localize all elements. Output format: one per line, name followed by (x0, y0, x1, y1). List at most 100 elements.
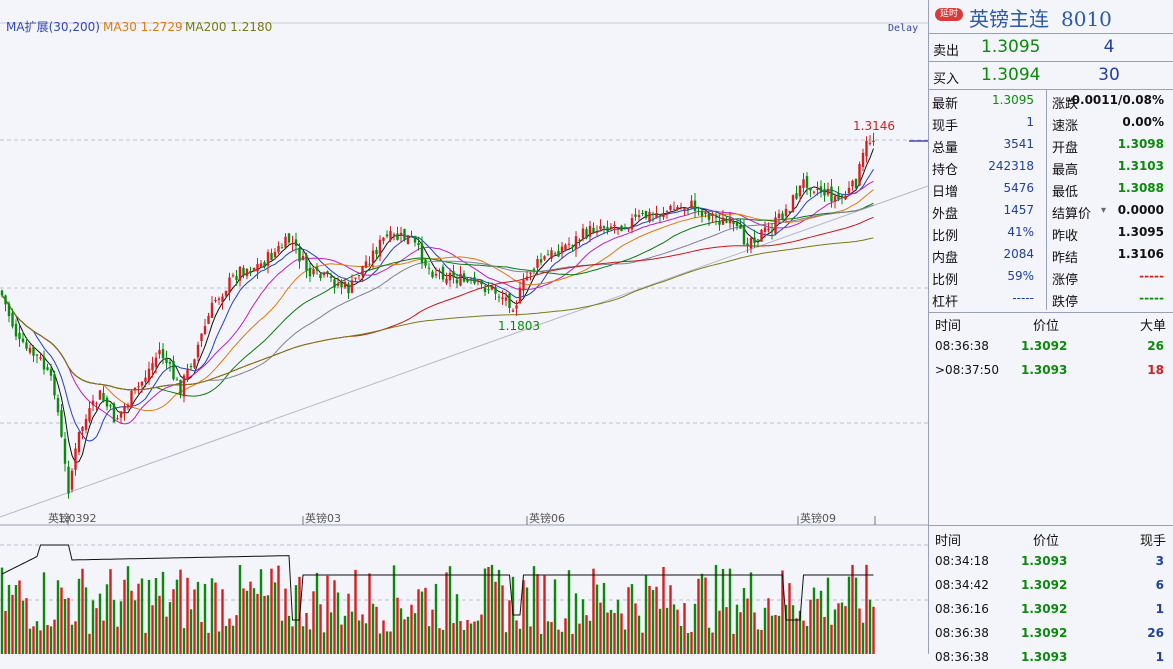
tick-time: 08:36:38 (935, 626, 989, 640)
candle-body (840, 195, 844, 198)
candle-body (298, 247, 301, 262)
volume-bar (721, 568, 725, 654)
tick-time: 08:36:38 (935, 650, 989, 664)
volume-bar (718, 610, 721, 654)
candle-body (774, 217, 777, 234)
volume-bar (760, 629, 763, 654)
chevron-down-icon[interactable]: ▾ (1101, 205, 1107, 216)
candle-body (91, 400, 95, 406)
volume-bar (77, 578, 81, 654)
ma60-line (1, 204, 874, 391)
header-time: 时间 (935, 319, 962, 334)
candle-body (46, 367, 49, 370)
stat-label: 速涨 (1052, 119, 1079, 134)
candle-body (662, 214, 665, 218)
candle-body (592, 227, 595, 233)
tick-volume: 1 (1155, 650, 1164, 664)
volume-bar (725, 607, 728, 654)
stat-value: 3541 (1003, 137, 1034, 151)
candle-body (515, 305, 518, 309)
candle-body (245, 269, 249, 277)
volume-bar (140, 578, 144, 654)
volume-bar (522, 580, 525, 654)
stat-row: 现手 1 速涨 0.00% (929, 112, 1173, 134)
stat-value: 1.3095 (992, 93, 1034, 107)
volume-bar (214, 582, 217, 654)
candle-body (385, 234, 389, 237)
candle-body (851, 180, 854, 187)
candle-body (329, 276, 333, 278)
candle-body (389, 231, 392, 241)
sell-label: 卖出 (933, 44, 960, 59)
volume-bar (595, 584, 599, 654)
candle-body (42, 356, 46, 370)
candle-body (319, 274, 322, 279)
kline-chart[interactable]: 英镑 英镑03 英镑06 英镑09 1.0392 1.3146 1.1803 M… (0, 0, 928, 654)
tick-price: 1.3092 (1021, 578, 1068, 592)
volume-bar (112, 600, 116, 654)
candle-body (207, 316, 210, 324)
volume-bar (508, 600, 511, 654)
volume-bar (798, 610, 802, 654)
volume-bar (445, 572, 448, 654)
volume-bar (319, 604, 322, 654)
volume-bar (795, 618, 798, 654)
volume-bar (231, 625, 235, 654)
candle-body (25, 342, 28, 349)
volume-bar (487, 567, 490, 654)
volume-bar (354, 569, 357, 654)
candle-body (308, 267, 312, 277)
candle-body (28, 347, 32, 353)
volume-bar (812, 587, 816, 654)
candle-body (770, 230, 774, 232)
volume-bar (133, 600, 137, 654)
candle-body (529, 272, 532, 274)
ma10-line (1, 169, 874, 442)
candle-body (235, 276, 238, 281)
stat-label[interactable]: 结算价 (1052, 207, 1092, 222)
volume-bar (49, 626, 53, 654)
volume-bar (567, 570, 571, 654)
candle-body (756, 239, 760, 241)
quote-header: 延时 英镑主连 8010 (929, 0, 1173, 34)
kline-chart-panel[interactable]: 英镑 英镑03 英镑06 英镑09 1.0392 1.3146 1.1803 M… (0, 0, 928, 654)
candle-body (508, 293, 511, 308)
volume-bar (249, 581, 252, 654)
volume-bar (518, 628, 522, 654)
candle-body (487, 289, 490, 291)
candle-body (228, 277, 231, 293)
candle-body (301, 256, 305, 260)
volume-bar (144, 632, 147, 654)
candle-body (847, 187, 851, 194)
tick-price: 1.3092 (1021, 602, 1068, 616)
volume-bar (543, 575, 546, 654)
volume-bar (154, 578, 158, 654)
volume-bar (18, 580, 21, 654)
candle-body (67, 466, 70, 494)
volume-bar (200, 621, 203, 654)
candle-body (368, 263, 371, 265)
candle-body (707, 213, 711, 220)
buy-label: 买入 (933, 72, 960, 87)
volume-bar (245, 590, 249, 654)
candle-body (179, 379, 182, 396)
volume-bar (809, 599, 812, 654)
volume-bar (161, 571, 165, 654)
volume-bar (854, 577, 858, 654)
volume-bar (189, 609, 193, 654)
volume-bar (469, 623, 473, 654)
volume-bar (700, 573, 704, 654)
candle-body (739, 224, 742, 229)
tick-volume: 6 (1155, 578, 1164, 592)
candle-body (144, 377, 147, 382)
candle-body (795, 193, 798, 199)
volume-bar (448, 566, 452, 654)
candle-body (39, 357, 42, 359)
candle-body (147, 368, 151, 382)
candle-body (81, 426, 84, 432)
x-label-start: 英镑 (48, 511, 70, 525)
candle-body (11, 312, 14, 327)
candle-body (238, 266, 242, 281)
candle-body (462, 273, 466, 282)
candle-body (35, 354, 39, 356)
